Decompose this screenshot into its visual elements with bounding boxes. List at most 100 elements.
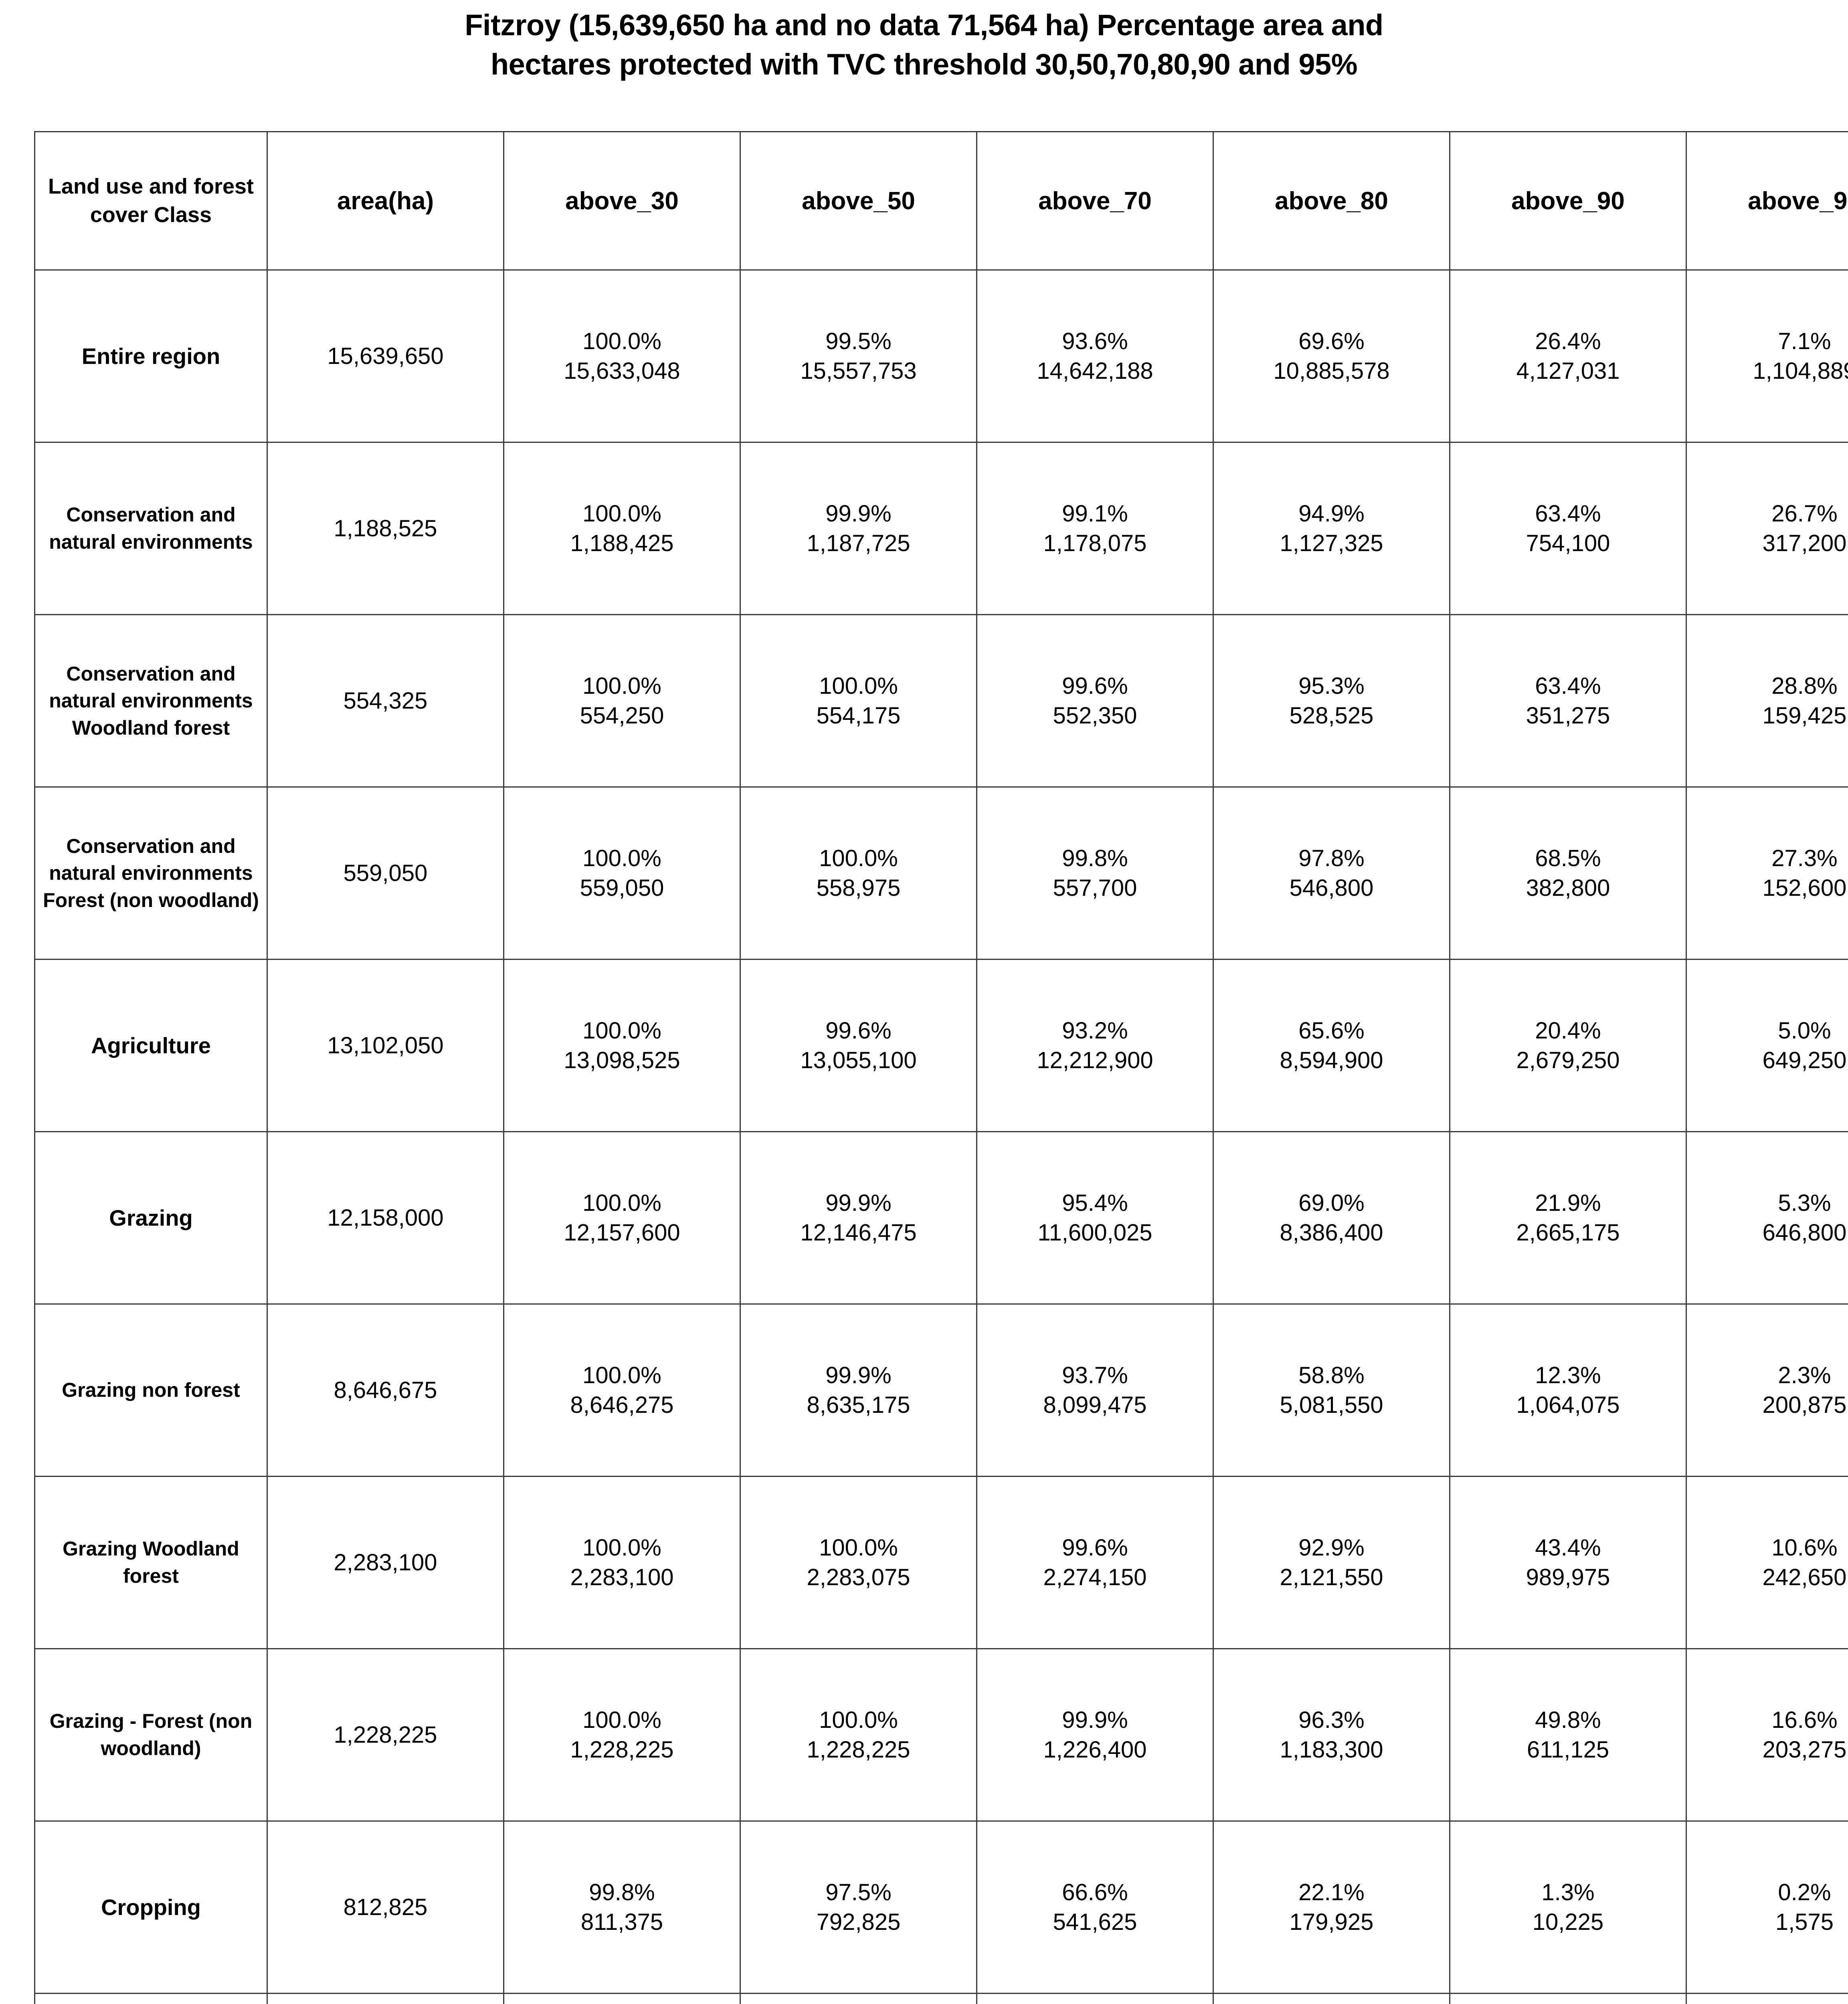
table-row: Entire region 15,639,650 100.0% 15,633,048 9… — [34, 269, 1848, 443]
cell-hectares: 1,064,075 — [1516, 1392, 1620, 1418]
cell-percent: 92.9% — [1298, 1534, 1365, 1561]
cell-hectares: 11,600,025 — [1037, 1219, 1152, 1246]
cell-percent: 7.1% — [1778, 328, 1831, 354]
cell-percent: 68.5% — [1535, 845, 1601, 871]
cell-area-ha: 13,102,050 — [267, 959, 504, 1133]
cell-above-80: 96.3% 1,183,300 — [1213, 1648, 1450, 1822]
cell-above-95: 0.2% 1,575 — [1686, 1820, 1848, 1994]
cell-percent: 99.5% — [825, 328, 892, 354]
cell-percent: 69.0% — [1298, 1190, 1365, 1216]
cell-hectares: 1,178,075 — [1043, 530, 1147, 556]
cell-percent: 100.0% — [582, 1707, 661, 1733]
cell-hectares: 541,625 — [1053, 1909, 1137, 1935]
cell-hectares: 2,121,550 — [1280, 1564, 1383, 1590]
cell-hectares: 554,175 — [816, 702, 901, 729]
cell-hectares: 649,250 — [1762, 1047, 1847, 1073]
cell-area-ha: 1,228,225 — [267, 1648, 504, 1822]
cell-above-70: 99.9% 1,226,400 — [976, 1648, 1214, 1822]
cell-above-90: 60.7%594,650 — [1449, 1993, 1687, 2004]
cell-above-90: 26.4% 4,127,031 — [1449, 269, 1687, 443]
cell-above-95: 5.3% 646,800 — [1686, 1131, 1848, 1305]
column-header-class: Land use and forest cover Class — [34, 131, 268, 271]
row-label: Production native forests and plantation… — [34, 1993, 268, 2004]
cell-above-30: 100.0% 13,098,525 — [503, 959, 741, 1133]
row-label: Conservation and natural environments Wo… — [34, 614, 268, 788]
cell-hectares: 754,100 — [1526, 530, 1610, 556]
cell-above-90: 1.3% 10,225 — [1449, 1820, 1687, 1994]
cell-hectares: 2,283,075 — [807, 1564, 910, 1590]
cell-hectares: 611,125 — [1527, 1736, 1609, 1763]
cell-percent: 1.3% — [1541, 1879, 1595, 1905]
cell-hectares: 13,098,525 — [564, 1047, 680, 1073]
report-table-container: Land use and forest cover Class area(ha)… — [18, 131, 1848, 2004]
cell-above-95: 28.8% 159,425 — [1686, 614, 1848, 788]
table-row: Agriculture 13,102,050 100.0% 13,098,525 99.… — [34, 959, 1848, 1133]
cell-above-30: 100.0% 8,646,275 — [503, 1303, 741, 1477]
cell-hectares: 646,800 — [1762, 1219, 1847, 1246]
cell-percent: 99.9% — [1062, 1707, 1128, 1733]
cell-percent: 27.3% — [1771, 845, 1838, 871]
column-header-above-90: above_90 — [1449, 131, 1687, 271]
cell-above-95: 2.3% 200,875 — [1686, 1303, 1848, 1477]
cell-hectares: 317,200 — [1762, 530, 1847, 556]
cell-above-95: 5.0% 649,250 — [1686, 959, 1848, 1133]
cell-percent: 100.0% — [819, 845, 898, 871]
cell-area-ha: 1,188,525 — [267, 442, 504, 616]
cell-percent: 99.1% — [1062, 500, 1128, 527]
cell-hectares: 8,594,900 — [1280, 1047, 1383, 1073]
cell-above-80: 92.9% 2,121,550 — [1213, 1476, 1450, 1650]
cell-area-ha: 15,639,650 — [267, 269, 504, 443]
cell-above-30: 100.0% 559,050 — [503, 786, 741, 960]
cell-percent: 63.4% — [1535, 673, 1601, 699]
cell-percent: 99.8% — [589, 1879, 655, 1905]
cell-above-70: 93.2% 12,212,900 — [976, 959, 1214, 1133]
cell-hectares: 8,646,275 — [570, 1392, 674, 1418]
column-header-above-50: above_50 — [740, 131, 977, 271]
cell-above-80: 94.9% 1,127,325 — [1213, 442, 1450, 616]
cell-percent: 100.0% — [582, 500, 661, 527]
cell-area-ha: 12,158,000 — [267, 1131, 504, 1305]
cell-percent: 95.4% — [1062, 1190, 1128, 1216]
row-label: Grazing — [34, 1131, 268, 1305]
table-row: Grazing 12,158,000 100.0% 12,157,600 99.9% 12… — [34, 1131, 1848, 1305]
table-row: Grazing non forest 8,646,675 100.0% 8,646,2… — [34, 1303, 1848, 1477]
cell-hectares: 2,283,100 — [570, 1564, 674, 1590]
cell-above-95: 16.6% 203,275 — [1686, 1648, 1848, 1822]
cell-above-50: 100.0% 2,283,075 — [740, 1476, 977, 1650]
title-line-2: hectares protected with TVC threshold 30… — [490, 47, 1358, 81]
cell-above-80: 97.8% 546,800 — [1213, 786, 1450, 960]
column-header-above-30: above_30 — [503, 131, 741, 271]
page-title: Fitzroy (15,639,650 ha and no data 71,56… — [0, 0, 1848, 84]
cell-percent: 26.4% — [1535, 328, 1601, 354]
title-line-1: Fitzroy (15,639,650 ha and no data 71,56… — [465, 8, 1383, 42]
cell-percent: 43.4% — [1535, 1534, 1601, 1561]
cell-above-30: 100.0%979,675 — [503, 1993, 741, 2004]
cell-above-50: 100.0%979,675 — [740, 1993, 977, 2004]
cell-percent: 100.0% — [582, 1017, 661, 1044]
cell-above-70: 99.9%978,925 — [976, 1993, 1214, 2004]
cell-above-95: 27.3% 152,600 — [1686, 786, 1848, 960]
cell-hectares: 10,225 — [1532, 1909, 1604, 1935]
row-label: Grazing - Forest (non woodland) — [34, 1648, 268, 1822]
cell-above-70: 99.6% 552,350 — [976, 614, 1214, 788]
column-header-above-80: above_80 — [1213, 131, 1450, 271]
cell-hectares: 989,975 — [1526, 1564, 1610, 1590]
column-header-above-70: above_70 — [976, 131, 1214, 271]
cell-above-95: 10.6% 242,650 — [1686, 1476, 1848, 1650]
cell-above-80: 95.3% 528,525 — [1213, 614, 1450, 788]
cell-area-ha: 812,825 — [267, 1820, 504, 1994]
cell-hectares: 382,800 — [1526, 875, 1610, 901]
cell-area-ha: 554,325 — [267, 614, 504, 788]
cell-percent: 99.6% — [825, 1017, 892, 1044]
cell-area-ha: 979,675 — [267, 1993, 504, 2004]
cell-above-50: 99.9% 1,187,725 — [740, 442, 977, 616]
cell-above-30: 100.0% 1,188,425 — [503, 442, 741, 616]
cell-percent: 21.9% — [1535, 1190, 1601, 1216]
cell-percent: 5.0% — [1778, 1017, 1831, 1044]
cell-above-30: 99.8% 811,375 — [503, 1820, 741, 1994]
cell-above-80: 22.1% 179,925 — [1213, 1820, 1450, 1994]
cell-above-70: 66.6% 541,625 — [976, 1820, 1214, 1994]
table-row: Production native forests and plantation… — [34, 1993, 1848, 2004]
cell-above-50: 100.0% 554,175 — [740, 614, 977, 788]
cell-above-90: 20.4% 2,679,250 — [1449, 959, 1687, 1133]
